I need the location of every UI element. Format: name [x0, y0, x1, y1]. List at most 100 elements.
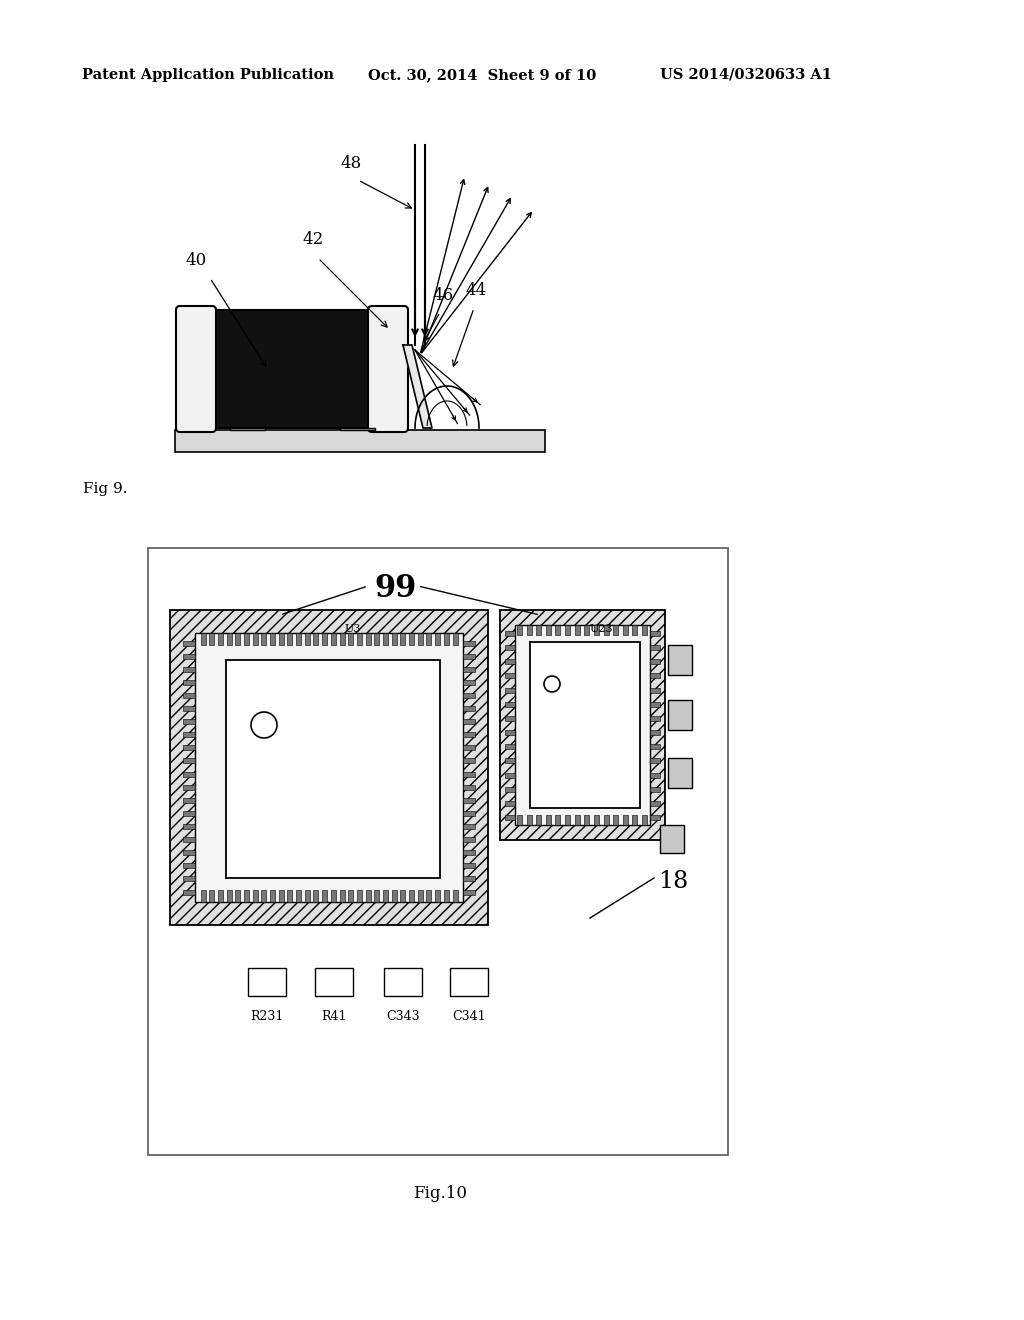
Bar	[650, 759, 660, 763]
FancyBboxPatch shape	[368, 306, 408, 432]
Bar	[517, 814, 522, 825]
Bar	[183, 850, 195, 855]
Bar	[453, 890, 458, 902]
Bar	[537, 624, 542, 635]
Bar	[505, 673, 515, 678]
Text: US 2014/0320633 A1: US 2014/0320633 A1	[660, 69, 831, 82]
Bar	[323, 890, 327, 902]
Bar	[515, 624, 650, 825]
Text: C343: C343	[386, 1010, 420, 1023]
Bar	[463, 746, 475, 750]
Bar	[180, 310, 212, 428]
Bar	[383, 634, 388, 645]
Bar	[366, 890, 371, 902]
Text: R231: R231	[250, 1010, 284, 1023]
Bar	[650, 645, 660, 651]
Bar	[183, 680, 195, 685]
Bar	[375, 634, 379, 645]
Bar	[183, 719, 195, 725]
Bar	[313, 634, 318, 645]
Text: Patent Application Publication: Patent Application Publication	[82, 69, 334, 82]
Bar	[183, 733, 195, 738]
Bar	[594, 624, 599, 635]
Bar	[218, 634, 223, 645]
Bar	[426, 634, 431, 645]
Bar	[574, 624, 580, 635]
Text: 46: 46	[432, 286, 454, 304]
Bar	[226, 634, 231, 645]
Bar	[244, 890, 249, 902]
Bar	[183, 693, 195, 698]
Bar	[650, 631, 660, 636]
Bar	[209, 890, 214, 902]
Bar	[613, 814, 618, 825]
Bar	[210, 310, 372, 428]
Bar	[505, 702, 515, 706]
Bar	[463, 876, 475, 882]
Bar	[253, 890, 258, 902]
Bar	[400, 890, 406, 902]
Bar	[331, 634, 336, 645]
Bar	[435, 890, 440, 902]
Bar	[650, 772, 660, 777]
Bar	[340, 634, 344, 645]
Bar	[357, 634, 361, 645]
Bar	[183, 863, 195, 869]
Bar	[391, 890, 396, 902]
Bar	[500, 610, 665, 840]
Bar	[183, 746, 195, 750]
Bar	[603, 814, 608, 825]
Bar	[463, 810, 475, 816]
Bar	[313, 890, 318, 902]
Bar	[650, 814, 660, 820]
Bar	[546, 624, 551, 635]
Bar	[226, 660, 440, 878]
Bar	[236, 634, 241, 645]
Bar	[357, 890, 361, 902]
Bar	[183, 876, 195, 882]
Bar	[537, 814, 542, 825]
Bar	[409, 634, 414, 645]
Bar	[183, 784, 195, 789]
Bar	[517, 624, 522, 635]
Bar	[383, 890, 388, 902]
Bar	[261, 634, 266, 645]
Text: Fig.10: Fig.10	[413, 1185, 467, 1203]
Text: 48: 48	[340, 154, 361, 172]
Bar	[175, 430, 545, 451]
Bar	[463, 837, 475, 842]
Bar	[650, 688, 660, 693]
Bar	[288, 890, 293, 902]
Bar	[348, 634, 353, 645]
Bar	[279, 634, 284, 645]
FancyBboxPatch shape	[176, 306, 216, 432]
Bar	[244, 634, 249, 645]
Bar	[453, 634, 458, 645]
Text: 40: 40	[185, 252, 206, 269]
Bar	[183, 640, 195, 645]
Bar	[400, 634, 406, 645]
Text: U23: U23	[590, 624, 613, 634]
Bar	[305, 890, 310, 902]
Bar	[296, 890, 301, 902]
Bar	[409, 890, 414, 902]
Bar	[642, 624, 647, 635]
Bar	[236, 890, 241, 902]
Bar	[574, 814, 580, 825]
Bar	[209, 634, 214, 645]
Bar	[463, 719, 475, 725]
Bar	[183, 810, 195, 816]
Bar	[323, 634, 327, 645]
Bar	[463, 680, 475, 685]
Bar	[183, 667, 195, 672]
Bar	[183, 837, 195, 842]
Bar	[633, 814, 637, 825]
Bar	[633, 624, 637, 635]
Bar	[340, 890, 344, 902]
Bar	[261, 890, 266, 902]
Circle shape	[251, 711, 278, 738]
Bar	[530, 642, 640, 808]
Bar	[315, 968, 353, 997]
Bar	[426, 890, 431, 902]
Bar	[505, 645, 515, 651]
